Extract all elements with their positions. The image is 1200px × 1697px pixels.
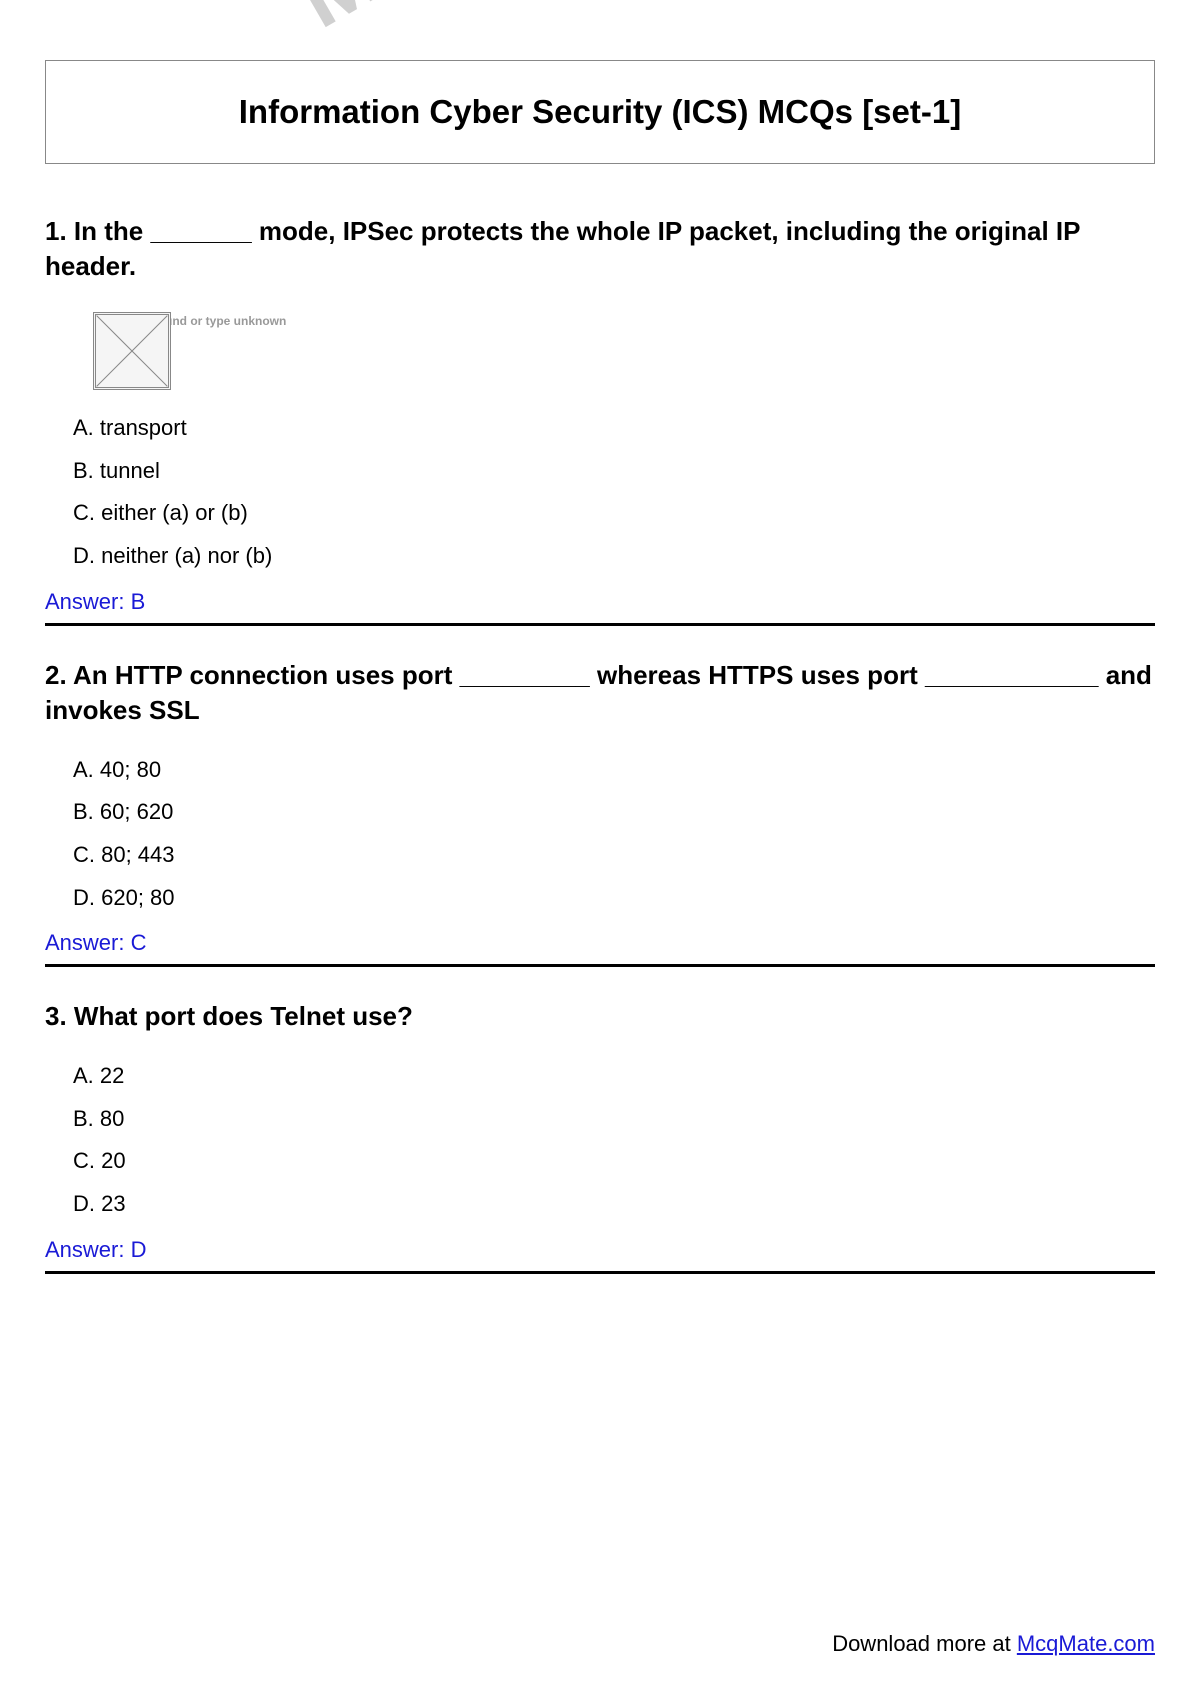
question-text: 3. What port does Telnet use? (45, 999, 1155, 1034)
option-item: C. 80; 443 (73, 841, 1155, 870)
option-item: B. tunnel (73, 457, 1155, 486)
image-placeholder: mage not found or type unknown (93, 312, 171, 390)
options-list: A. 22 B. 80 C. 20 D. 23 (73, 1062, 1155, 1218)
question-block: 1. In the _______ mode, IPSec protects t… (45, 214, 1155, 626)
option-item: D. 620; 80 (73, 884, 1155, 913)
footer-link[interactable]: McqMate.com (1017, 1631, 1155, 1656)
option-item: C. 20 (73, 1147, 1155, 1176)
option-item: C. either (a) or (b) (73, 499, 1155, 528)
footer: Download more at McqMate.com (832, 1631, 1155, 1657)
option-item: B. 80 (73, 1105, 1155, 1134)
question-divider (45, 964, 1155, 967)
footer-prefix: Download more at (832, 1631, 1017, 1656)
option-item: D. neither (a) nor (b) (73, 542, 1155, 571)
question-divider (45, 623, 1155, 626)
option-item: D. 23 (73, 1190, 1155, 1219)
option-item: A. 22 (73, 1062, 1155, 1091)
broken-image-icon (93, 312, 171, 390)
option-item: B. 60; 620 (73, 798, 1155, 827)
question-block: 3. What port does Telnet use? A. 22 B. 8… (45, 999, 1155, 1273)
answer-label: Answer: B (45, 589, 1155, 615)
answer-label: Answer: D (45, 1237, 1155, 1263)
option-item: A. transport (73, 414, 1155, 443)
question-divider (45, 1271, 1155, 1274)
title-box: Information Cyber Security (ICS) MCQs [s… (45, 60, 1155, 164)
question-text: 1. In the _______ mode, IPSec protects t… (45, 214, 1155, 284)
options-list: A. 40; 80 B. 60; 620 C. 80; 443 D. 620; … (73, 756, 1155, 912)
answer-label: Answer: C (45, 930, 1155, 956)
page-title: Information Cyber Security (ICS) MCQs [s… (66, 93, 1134, 131)
options-list: A. transport B. tunnel C. either (a) or … (73, 414, 1155, 570)
question-text: 2. An HTTP connection uses port ________… (45, 658, 1155, 728)
question-block: 2. An HTTP connection uses port ________… (45, 658, 1155, 968)
option-item: A. 40; 80 (73, 756, 1155, 785)
page-content: Information Cyber Security (ICS) MCQs [s… (0, 0, 1200, 1274)
